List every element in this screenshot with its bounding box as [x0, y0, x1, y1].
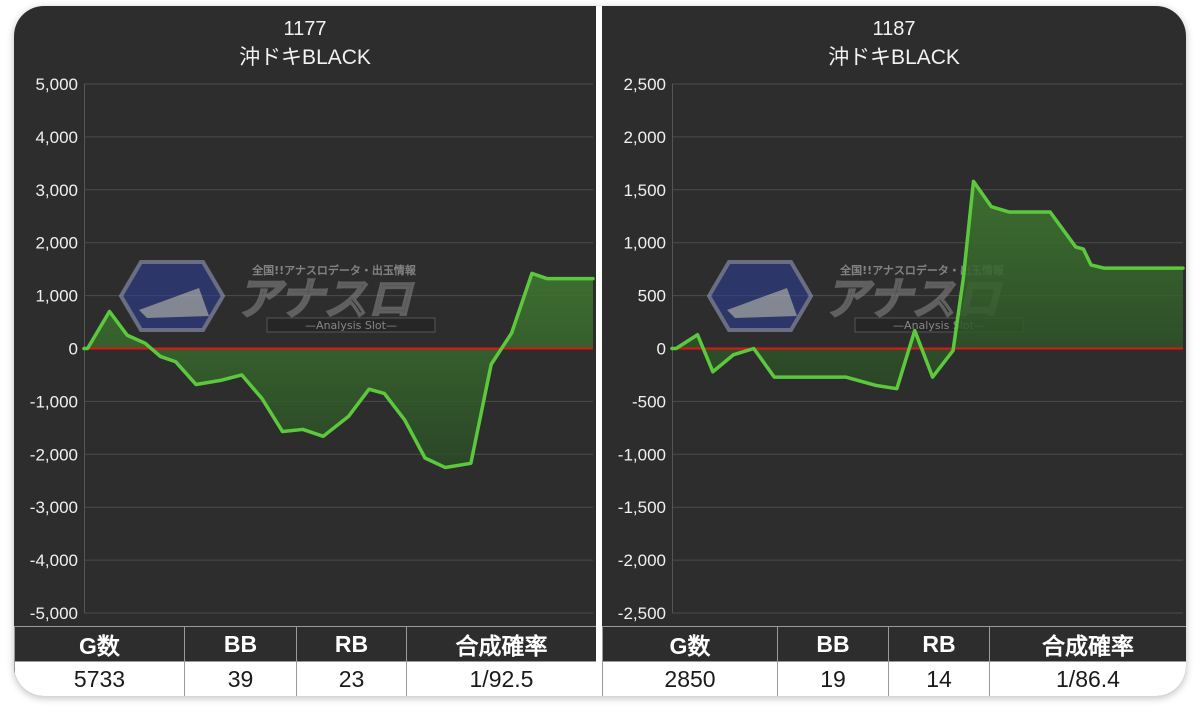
area-fill: [672, 181, 1183, 389]
stats-header-row: G数 BB RB 合成確率: [14, 626, 597, 662]
header-bb: BB: [777, 626, 889, 662]
y-tick-label: -2,500: [618, 604, 666, 623]
stats-table: G数 BB RB 合成確率 2850 19 14 1/86.4: [602, 626, 1186, 696]
y-tick-label: -2,000: [30, 445, 78, 464]
area-fill: [84, 273, 593, 468]
y-tick-label: -4,000: [30, 551, 78, 570]
y-tick-label: 500: [638, 287, 666, 306]
header-combined-prob: 合成確率: [406, 626, 597, 662]
header-rb: RB: [296, 626, 407, 662]
y-tick-label: 3,000: [35, 181, 78, 200]
watermark-emblem-shine: [727, 288, 797, 318]
y-tick-label: -3,000: [30, 498, 78, 517]
slump-graph: 2,500 2,000 1,500 1,000 500 0 -500 -1,000 -1,500…: [618, 75, 1185, 623]
watermark-sub-text: —Analysis Slot—: [305, 319, 397, 332]
y-tick-label: -5,000: [30, 604, 78, 623]
y-tick-label: 1,500: [623, 181, 666, 200]
watermark-emblem: [118, 260, 226, 332]
screenshot-frame: 1177 沖ドキBLACK 5,000 4,000 3,000 2,000 1,000 0…: [14, 6, 1186, 696]
y-tick-label: 0: [657, 340, 666, 359]
header-combined-prob: 合成確率: [989, 626, 1186, 662]
watermark-logo-text: アナスロ: [236, 274, 414, 325]
y-tick-label: -1,000: [30, 392, 78, 411]
value-games: 5733: [14, 661, 185, 696]
y-tick-label: -1,000: [618, 445, 666, 464]
value-combined-prob: 1/92.5: [406, 661, 597, 696]
value-bb: 19: [777, 661, 889, 696]
watermark-emblem-shine: [139, 288, 209, 318]
y-tick-label: 1,000: [35, 287, 78, 306]
machine-number: 1177: [283, 18, 327, 40]
watermark-emblem: [706, 260, 814, 332]
stats-header-row: G数 BB RB 合成確率: [602, 626, 1186, 662]
stats-value-row: 5733 39 23 1/92.5: [14, 661, 597, 696]
graph-panel-1187: 1187 沖ドキBLACK 2,500 2,000 1,500 1,000 500 0 -5…: [602, 6, 1186, 696]
y-tick-label: -500: [632, 392, 666, 411]
series-line: [670, 179, 1185, 391]
y-tick-label: 0: [69, 340, 78, 359]
header-games: G数: [602, 626, 778, 662]
value-bb: 39: [184, 661, 297, 696]
value-rb: 14: [888, 661, 990, 696]
machine-name: 沖ドキBLACK: [239, 46, 371, 69]
header-rb: RB: [888, 626, 990, 662]
stats-value-row: 2850 19 14 1/86.4: [602, 661, 1186, 696]
y-tick-label: -2,000: [618, 551, 666, 570]
y-tick-label: 1,000: [623, 234, 666, 253]
panel-divider: [596, 6, 602, 696]
machine-number: 1187: [872, 18, 916, 40]
value-combined-prob: 1/86.4: [989, 661, 1186, 696]
graph-panel-1177: 1177 沖ドキBLACK 5,000 4,000 3,000 2,000 1,000 0…: [14, 6, 597, 696]
header-games: G数: [14, 626, 185, 662]
series-line: [82, 271, 595, 470]
machine-name: 沖ドキBLACK: [828, 46, 960, 69]
y-tick-label: 2,000: [35, 234, 78, 253]
value-rb: 23: [296, 661, 407, 696]
value-games: 2850: [602, 661, 778, 696]
y-tick-label: -1,500: [618, 498, 666, 517]
y-tick-label: 4,000: [35, 128, 78, 147]
y-tick-label: 2,500: [623, 75, 666, 94]
y-tick-label: 2,000: [623, 128, 666, 147]
slump-graph: 5,000 4,000 3,000 2,000 1,000 0 -1,000 -2,000 -3…: [30, 75, 595, 623]
watermark-tagline: 全国!!アナスロデータ・出玉情報: [251, 263, 417, 277]
y-tick-label: 5,000: [35, 75, 78, 94]
watermark-sub-box: [266, 317, 436, 333]
stats-table: G数 BB RB 合成確率 5733 39 23 1/92.5: [14, 626, 597, 696]
header-bb: BB: [184, 626, 297, 662]
